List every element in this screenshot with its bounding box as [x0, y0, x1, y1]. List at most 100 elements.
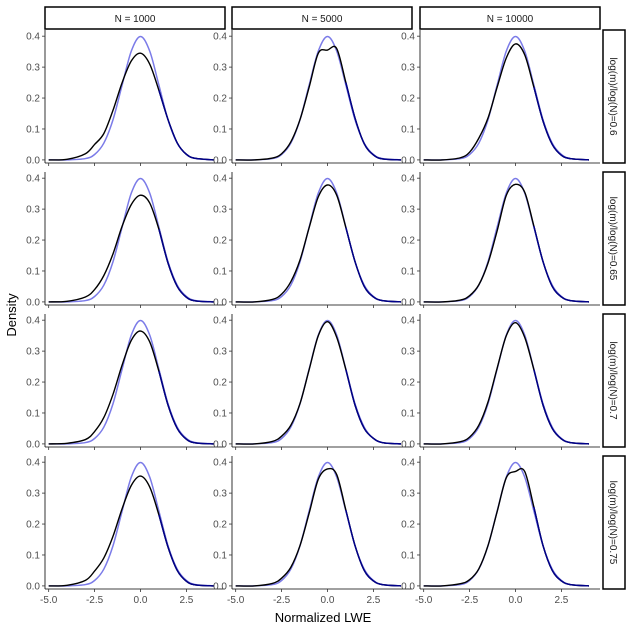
y-tick-label: 0.0: [213, 581, 227, 592]
x-tick-label: -5.0: [415, 595, 433, 606]
row-strip-label: log(m)/log(N)=0.7: [607, 341, 618, 420]
y-tick-label: 0.2: [213, 520, 227, 531]
y-tick-label: 0.4: [26, 316, 40, 327]
y-tick-label: 0.3: [213, 205, 227, 216]
y-tick-label: 0.0: [26, 439, 40, 450]
y-tick-label: 0.1: [401, 408, 415, 419]
y-tick-label: 0.2: [213, 236, 227, 247]
empirical-density-curve: [48, 194, 215, 303]
normal-reference-curve: [48, 177, 215, 303]
y-tick-label: 0.3: [26, 489, 40, 500]
y-tick-label: 0.2: [401, 94, 415, 105]
normal-reference-curve: [423, 461, 590, 587]
y-tick-label: 0.1: [213, 124, 227, 135]
empirical-density-curve: [423, 467, 590, 587]
x-tick-label: 2.5: [366, 595, 380, 606]
x-tick-label: -2.5: [273, 595, 291, 606]
y-tick-label: 0.3: [26, 205, 40, 216]
y-tick-label: 0.2: [213, 378, 227, 389]
y-tick-label: 0.0: [213, 297, 227, 308]
x-axis-title: Normalized LWE: [275, 610, 372, 625]
overlap-curve-segment: [533, 225, 590, 303]
y-tick-label: 0.3: [213, 63, 227, 74]
overlap-curve-segment: [158, 371, 215, 445]
x-tick-label: -5.0: [227, 595, 245, 606]
y-tick-label: 0.2: [26, 520, 40, 531]
empirical-density-curve: [423, 183, 590, 303]
row-strip: log(m)/log(N)=0.6: [602, 29, 626, 164]
empirical-density-curve: [48, 52, 215, 161]
normal-reference-curve: [235, 35, 402, 161]
y-tick-label: 0.0: [26, 581, 40, 592]
overlap-curve-segment: [533, 506, 590, 587]
overlap-curve-segment: [533, 369, 590, 445]
y-tick-label: 0.1: [26, 550, 40, 561]
x-tick-label: 2.5: [554, 595, 568, 606]
y-tick-label: 0.4: [26, 174, 40, 185]
y-tick-label: 0.2: [401, 520, 415, 531]
row-strips: log(m)/log(N)=0.6 log(m)/log(N)=0.65 log(m…: [602, 29, 626, 590]
row-strip-label: log(m)/log(N)=0.75: [607, 481, 618, 565]
facet-panel: 0.0 0.1 0.2 0.3 0.4: [26, 30, 225, 166]
overlap-curve-segment: [345, 227, 402, 303]
column-strip-box: [419, 6, 601, 30]
y-axis-title: Density: [4, 293, 19, 337]
empirical-density-curve: [235, 184, 402, 303]
y-tick-label: 0.1: [213, 550, 227, 561]
overlap-curve-segment: [345, 509, 402, 587]
y-tick-label: 0.3: [401, 205, 415, 216]
x-tick-label: 0.0: [321, 595, 335, 606]
y-tick-label: 0.0: [26, 297, 40, 308]
facet-panel: 0.0 0.1 0.2 0.3 0.4: [401, 314, 600, 450]
normal-reference-curve: [423, 319, 590, 445]
y-tick-label: 0.4: [213, 458, 227, 469]
x-tick-label: 2.5: [179, 595, 193, 606]
y-tick-label: 0.1: [213, 266, 227, 277]
overlap-curve-segment: [533, 87, 590, 161]
overlap-curve-segment: [345, 369, 402, 445]
y-tick-label: 0.0: [213, 155, 227, 166]
empirical-density-curve: [48, 330, 215, 445]
column-strip-label: N = 10000: [487, 14, 534, 25]
y-tick-label: 0.4: [401, 458, 415, 469]
column-strip-box: [44, 6, 226, 30]
x-tick-label: 0.0: [134, 595, 148, 606]
empirical-density-curve: [235, 467, 402, 587]
y-tick-label: 0.4: [213, 316, 227, 327]
row-strip-label: log(m)/log(N)=0.65: [607, 197, 618, 281]
y-tick-label: 0.0: [401, 581, 415, 592]
row-strip: log(m)/log(N)=0.75: [602, 455, 626, 590]
empirical-density-curve: [235, 45, 402, 161]
y-tick-label: 0.3: [213, 489, 227, 500]
facet-panel: 0.0 0.1 0.2 0.3 0.4: [213, 172, 412, 308]
y-tick-label: 0.0: [401, 297, 415, 308]
facet-panel: 0.0 0.1 0.2 0.3 0.4 -5.0 -2.5 0.0 2.5: [26, 456, 225, 606]
y-tick-label: 0.2: [401, 236, 415, 247]
y-tick-label: 0.1: [401, 124, 415, 135]
row-strip: log(m)/log(N)=0.65: [602, 171, 626, 306]
y-tick-label: 0.0: [213, 439, 227, 450]
empirical-density-curve: [423, 321, 590, 445]
x-tick-label: -2.5: [461, 595, 479, 606]
facet-panel: 0.0 0.1 0.2 0.3 0.4: [401, 30, 600, 166]
overlap-curve-segment: [158, 90, 215, 161]
normal-reference-curve: [235, 319, 402, 445]
y-tick-label: 0.1: [26, 408, 40, 419]
facet-panel: 0.0 0.1 0.2 0.3 0.4: [213, 30, 412, 166]
y-tick-label: 0.3: [401, 63, 415, 74]
y-tick-label: 0.0: [26, 155, 40, 166]
y-tick-label: 0.4: [401, 32, 415, 43]
y-tick-label: 0.3: [26, 347, 40, 358]
row-strip-box: [602, 455, 626, 590]
facet-panel: 0.0 0.1 0.2 0.3 0.4: [401, 172, 600, 308]
column-strip-label: N = 5000: [302, 14, 343, 25]
y-tick-label: 0.1: [401, 266, 415, 277]
column-strip-label: N = 1000: [115, 14, 156, 25]
row-strip-box: [602, 171, 626, 306]
y-tick-label: 0.3: [401, 347, 415, 358]
row-strip-label: log(m)/log(N)=0.6: [607, 57, 618, 136]
x-tick-label: 0.0: [509, 595, 523, 606]
y-tick-label: 0.4: [213, 174, 227, 185]
y-tick-label: 0.4: [213, 32, 227, 43]
